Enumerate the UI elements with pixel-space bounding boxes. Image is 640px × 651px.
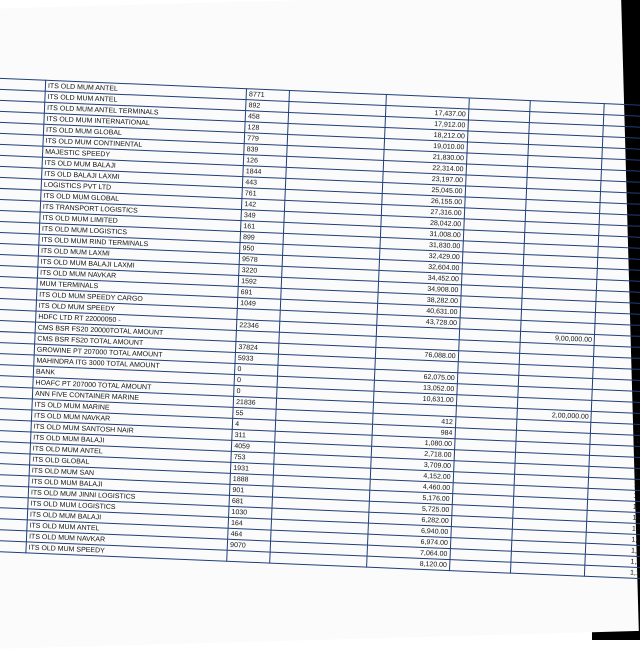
cell-debit: 8,120.00 — [366, 556, 450, 571]
ledger-body: 01-02-2022 08:08ITS OLD MUM ANTEL8771-1,… — [0, 75, 640, 580]
cell-blank — [449, 559, 511, 574]
cell-credit — [510, 562, 586, 577]
cell-reference — [226, 550, 270, 564]
ledger-table: 01-02-2022 08:08ITS OLD MUM ANTEL8771-1,… — [0, 75, 640, 581]
rotated-table-wrapper: 01-02-2022 08:08ITS OLD MUM ANTEL8771-1,… — [0, 75, 640, 580]
cell-balance: 1,19,087.50 — [584, 565, 640, 580]
